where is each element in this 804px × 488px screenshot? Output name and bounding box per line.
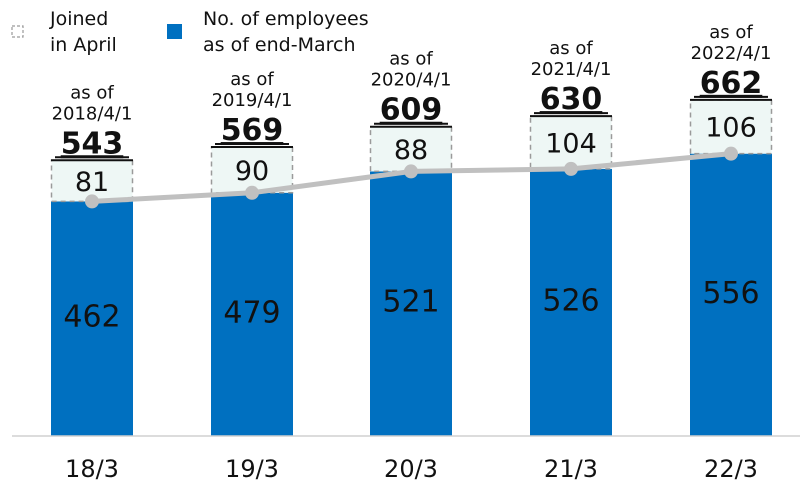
- bar-employees-22/3: [690, 153, 772, 436]
- legend-swatch-employees: [167, 24, 182, 39]
- total-label-21/3: 630: [540, 82, 603, 117]
- bar-employees-20/3: [370, 171, 452, 436]
- as-of-label-22/3: as of: [709, 22, 753, 43]
- trend-marker-18/3: [85, 194, 99, 209]
- total-label-18/3: 543: [61, 126, 124, 161]
- total-label-22/3: 662: [700, 66, 763, 101]
- legend-swatch-joined: [11, 25, 24, 38]
- data-label-employees-20/3: 521: [382, 285, 439, 320]
- as-of-label-20/3: as of: [389, 49, 433, 70]
- as-of-date-label-20/3: 2020/4/1: [371, 70, 452, 91]
- x-tick-label-18/3: 18/3: [65, 455, 119, 483]
- trend-marker-19/3: [245, 185, 259, 200]
- as-of-date-label-21/3: 2021/4/1: [531, 59, 612, 80]
- bar-employees-19/3: [211, 192, 293, 436]
- total-label-20/3: 609: [380, 93, 443, 128]
- x-tick-label-20/3: 20/3: [384, 455, 438, 483]
- bar-employees-18/3: [51, 201, 133, 436]
- data-label-employees-22/3: 556: [702, 276, 759, 311]
- trend-marker-20/3: [404, 164, 418, 179]
- as-of-label-19/3: as of: [230, 69, 274, 90]
- as-of-date-label-22/3: 2022/4/1: [691, 43, 772, 64]
- legend-label-employees-line1: No. of employees: [203, 8, 369, 30]
- trend-marker-21/3: [564, 161, 578, 176]
- legend: Joined in April No. of employees as of end-…: [11, 8, 369, 56]
- as-of-date-label-19/3: 2019/4/1: [212, 90, 293, 111]
- x-tick-label-22/3: 22/3: [704, 455, 758, 483]
- data-label-employees-19/3: 479: [223, 295, 280, 330]
- legend-label-joined-line1: Joined: [49, 8, 108, 30]
- data-label-employees-21/3: 526: [542, 283, 599, 318]
- data-label-joined-20/3: 88: [394, 135, 428, 166]
- x-tick-label-19/3: 19/3: [225, 455, 279, 483]
- bar-employees-21/3: [530, 168, 612, 436]
- data-label-employees-18/3: 462: [63, 300, 120, 335]
- data-label-joined-19/3: 90: [235, 156, 269, 187]
- as-of-label-21/3: as of: [549, 38, 593, 59]
- x-tick-label-21/3: 21/3: [544, 455, 598, 483]
- as-of-date-label-18/3: 2018/4/1: [52, 103, 133, 124]
- trend-marker-22/3: [724, 146, 738, 161]
- as-of-label-18/3: as of: [70, 82, 114, 103]
- data-label-joined-18/3: 81: [75, 167, 109, 198]
- legend-label-employees-line2: as of end-March: [203, 34, 356, 56]
- data-label-joined-22/3: 106: [705, 113, 757, 144]
- legend-label-joined-line2: in April: [50, 34, 117, 56]
- trend-line: [85, 146, 738, 209]
- bar-joined-19/3: [210, 146, 294, 194]
- total-label-19/3: 569: [221, 113, 284, 148]
- data-label-joined-21/3: 104: [545, 128, 597, 159]
